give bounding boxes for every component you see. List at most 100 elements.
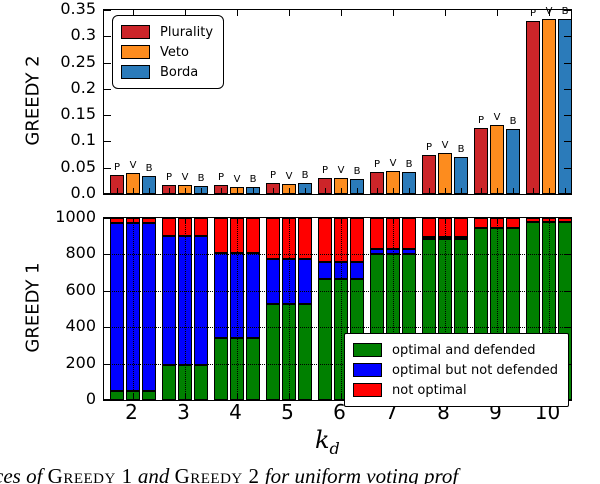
- x-tick: [185, 10, 186, 16]
- greedy1-plot: [103, 217, 572, 401]
- bar-letter: B: [145, 163, 153, 174]
- figure-caption: ces of Greedy 1 and Greedy 2 for uniform…: [0, 464, 458, 484]
- not-optimal-segment: [318, 218, 332, 262]
- x-tick: [445, 10, 446, 16]
- borda-bar: [142, 176, 156, 194]
- y-tick: [104, 89, 111, 90]
- plurality-bar: [318, 178, 332, 194]
- y-tick: [104, 141, 111, 142]
- y-tick-label: 800: [65, 243, 96, 262]
- y-tick-label: 1000: [55, 207, 96, 226]
- y-tick: [104, 254, 111, 255]
- legend-item: optimal and defended: [353, 340, 558, 360]
- y-tick: [564, 89, 571, 90]
- error-bar: [305, 188, 306, 193]
- not-optimal-segment: [402, 218, 416, 249]
- legend-item-label: optimal and defended: [392, 342, 536, 358]
- y-tick-label: 0.25: [60, 52, 96, 71]
- x-tick: [185, 394, 186, 400]
- bar-letter: B: [249, 174, 257, 185]
- x-gridline: [497, 218, 498, 400]
- optimal-and-defended-segment: [266, 304, 280, 400]
- x-gridline: [133, 218, 134, 400]
- x-tick: [237, 10, 238, 16]
- borda-swatch: [121, 65, 150, 79]
- bar-letter: P: [373, 159, 381, 170]
- x-tick: [393, 10, 394, 16]
- not-optimal-segment: [474, 218, 488, 228]
- x-axis-title-base: k: [315, 426, 330, 454]
- optimal-but-not-defended-segment: [370, 249, 384, 254]
- y-tick: [564, 193, 571, 194]
- not-optimal-segment: [214, 218, 228, 253]
- bar-letter: B: [301, 170, 309, 181]
- x-tick: [497, 188, 498, 194]
- y-gridline: [104, 364, 571, 365]
- not-optimal-swatch: [353, 383, 382, 397]
- not-optimal-segment: [350, 218, 364, 262]
- optimal-but-not-defended-segment: [454, 237, 468, 239]
- bar-letter: P: [165, 172, 173, 183]
- x-gridline: [341, 218, 342, 400]
- legend-item: not optimal: [353, 380, 558, 400]
- legend-item: Plurality: [121, 22, 213, 42]
- x-axis-title: kd: [315, 426, 340, 458]
- optimal-and-defended-segment: [142, 391, 156, 400]
- bar-letter: B: [509, 116, 517, 127]
- y-tick-label: 0.0: [70, 183, 96, 202]
- optimal-but-not-defended-segment: [214, 253, 228, 338]
- x-gridline: [445, 218, 446, 400]
- y-tick: [104, 327, 111, 328]
- x-gridline: [237, 218, 238, 400]
- y-tick-label: 0.2: [70, 78, 96, 97]
- optimal-and-defended-segment: [214, 338, 228, 400]
- plurality-bar: [526, 21, 540, 194]
- y-tick: [104, 168, 111, 169]
- error-bar: [565, 188, 566, 193]
- y-gridline: [104, 254, 571, 255]
- y-tick: [104, 193, 111, 194]
- plurality-bar: [110, 175, 124, 194]
- optimal-but-not-defended-segment: [142, 223, 156, 391]
- optimal-but-not-defended-segment: [110, 223, 124, 391]
- bar-letter: B: [405, 159, 413, 170]
- legend-item-label: Plurality: [160, 24, 214, 40]
- x-tick: [133, 394, 134, 400]
- x-gridline: [393, 218, 394, 400]
- x-tick: [133, 218, 134, 224]
- veto-swatch: [121, 45, 150, 59]
- y-tick: [104, 291, 111, 292]
- x-gridline: [549, 218, 550, 400]
- y-tick-label: 400: [65, 316, 96, 335]
- optimal-and-defended-segment: [162, 365, 176, 400]
- borda-bar: [506, 129, 520, 194]
- x-tick: [549, 188, 550, 194]
- legend-item-label: Veto: [160, 44, 189, 60]
- optimal-but-not-defended-segment: [246, 253, 260, 338]
- x-tick: [289, 394, 290, 400]
- y-tick: [104, 364, 111, 365]
- bar-letter: V: [285, 171, 293, 182]
- y-tick: [104, 115, 111, 116]
- bar-letter: P: [269, 170, 277, 181]
- x-tick: [237, 218, 238, 224]
- error-bar: [273, 188, 274, 193]
- y-tick: [564, 10, 571, 11]
- x-tick-label: 6: [333, 400, 346, 424]
- error-bar: [429, 188, 430, 193]
- bar-letter: B: [561, 6, 569, 17]
- optimal-but-not-defended-swatch: [353, 363, 382, 377]
- caption-text: ces of: [0, 464, 43, 484]
- error-bar: [513, 188, 514, 193]
- y-tick: [564, 36, 571, 37]
- y-tick-label: 600: [65, 280, 96, 299]
- x-gridline: [289, 218, 290, 400]
- y-tick-label: 0.35: [60, 0, 96, 18]
- not-optimal-segment: [298, 218, 312, 259]
- optimal-but-not-defended-segment: [266, 259, 280, 304]
- error-bar: [325, 188, 326, 193]
- y-tick: [564, 115, 571, 116]
- error-bar: [201, 188, 202, 193]
- plurality-bar: [474, 128, 488, 194]
- error-bar: [377, 188, 378, 193]
